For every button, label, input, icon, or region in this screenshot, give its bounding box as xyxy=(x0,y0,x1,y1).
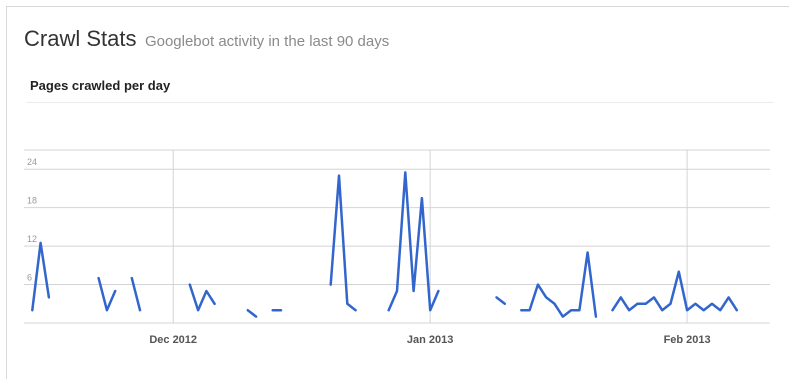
crawl-stats-header: Crawl Stats Googlebot activity in the la… xyxy=(24,26,389,52)
series-line-segment xyxy=(130,276,142,312)
series-line-segment xyxy=(611,270,739,312)
y-tick-label: 18 xyxy=(27,196,37,206)
series-line-segment xyxy=(495,296,507,306)
series-line-segment xyxy=(329,174,357,312)
series-line-segment xyxy=(387,171,440,312)
x-tick-label: Jan 2013 xyxy=(407,334,453,346)
series-line-segment xyxy=(246,308,258,318)
x-tick-label: Feb 2013 xyxy=(664,334,711,346)
y-tick-label: 6 xyxy=(27,273,32,283)
y-tick-label: 24 xyxy=(27,157,37,167)
section-title: Pages crawled per day xyxy=(30,78,171,93)
x-tick-label: Dec 2012 xyxy=(149,334,197,346)
series-line-segment xyxy=(97,276,117,312)
series-line-segment xyxy=(520,251,598,318)
section-divider xyxy=(26,102,774,103)
crawl-stats-panel xyxy=(6,6,789,379)
y-tick-label: 12 xyxy=(27,234,37,244)
page-title: Crawl Stats xyxy=(24,26,137,51)
page-subtitle: Googlebot activity in the last 90 days xyxy=(144,33,390,50)
series-line-segment xyxy=(31,241,51,312)
series-line-segment xyxy=(188,283,216,312)
